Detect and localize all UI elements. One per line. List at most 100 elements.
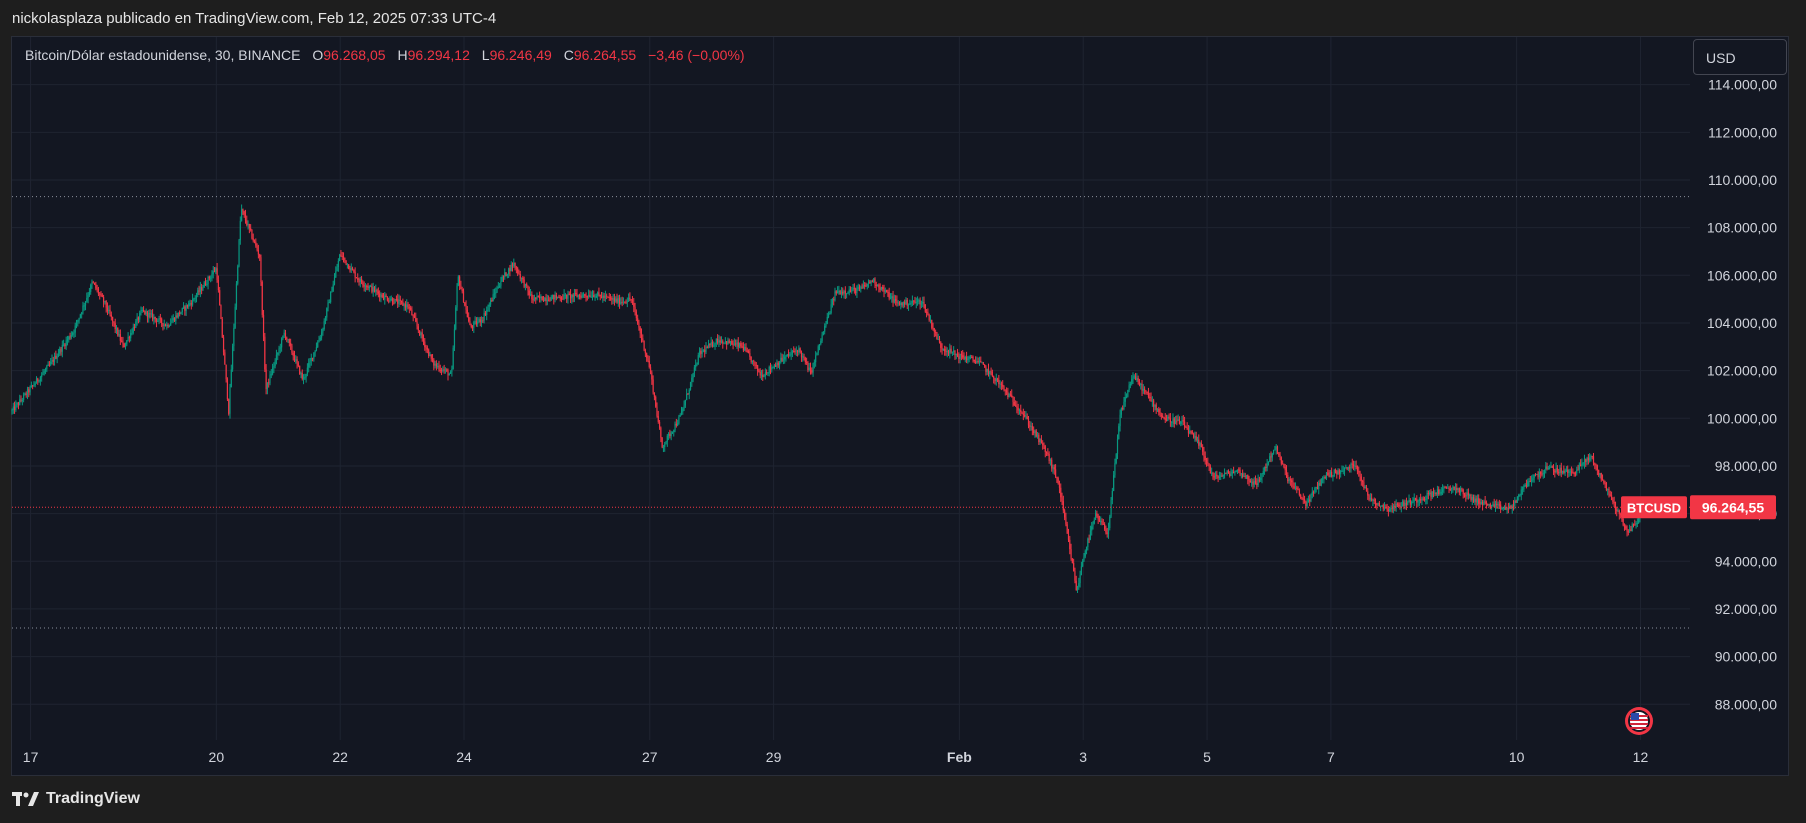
price-axis[interactable]: 88.000,0090.000,0092.000,0094.000,0096.0… (1707, 77, 1777, 713)
candle-body (644, 350, 646, 354)
candle-body (581, 294, 583, 298)
candle-body (603, 295, 605, 298)
candle-body (938, 339, 941, 343)
candle-body (483, 313, 485, 321)
candle-body (1211, 472, 1213, 474)
candle-body (253, 240, 256, 242)
candle-body (653, 392, 656, 397)
candle-body (357, 278, 359, 280)
candle-body (981, 362, 983, 364)
chart-pane[interactable] (11, 36, 1789, 776)
candle-body (620, 301, 622, 305)
candle-body (382, 297, 385, 300)
candle-body (568, 293, 570, 295)
candle-body (1202, 447, 1204, 452)
candle-body (882, 287, 884, 290)
candle-body (1519, 494, 1521, 496)
candle-body (1338, 470, 1340, 474)
candle-body (1015, 405, 1017, 407)
candle-body (889, 298, 892, 300)
candle-body (982, 362, 984, 365)
candle-body (1048, 454, 1050, 461)
candle-body (1503, 507, 1506, 509)
candle-body (1274, 449, 1276, 451)
candle-body (1604, 482, 1606, 484)
close-value: 96.264,55 (573, 47, 637, 63)
candle-body (802, 356, 804, 358)
candle-body (1171, 421, 1173, 423)
candle-body (617, 298, 619, 303)
candle-body (1343, 468, 1346, 471)
candle-body (37, 378, 39, 382)
candle-body (127, 337, 129, 341)
candle-body (1510, 506, 1512, 509)
candle-body (817, 346, 819, 353)
candle-body (822, 331, 824, 335)
candle-body (576, 294, 578, 297)
footer-brand[interactable]: TradingView (12, 790, 140, 808)
candle-body (97, 289, 100, 294)
candle-body (1223, 472, 1226, 476)
candle-body (424, 341, 426, 348)
candle-body (1318, 482, 1320, 490)
candle-body (931, 320, 933, 328)
candle-body (1350, 463, 1352, 469)
candle-body (833, 299, 835, 301)
candle-body (349, 268, 351, 271)
candle-body (956, 353, 959, 357)
candle-body (1327, 472, 1329, 475)
candle-body (104, 300, 106, 303)
candle-body (459, 276, 461, 286)
candle-body (203, 282, 205, 288)
candle-body (1336, 471, 1338, 475)
candle-body (510, 264, 512, 272)
candle-body (1031, 425, 1033, 431)
candle-body (66, 339, 69, 341)
candle-body (391, 298, 394, 303)
candle-body (764, 372, 766, 377)
candle-body (1489, 503, 1491, 509)
candle-body (706, 347, 708, 349)
candle-body (1577, 469, 1579, 471)
candle-body (314, 350, 316, 353)
us-flag-icon[interactable] (1624, 706, 1654, 736)
candle-body (1194, 436, 1196, 438)
candle-body (1145, 390, 1147, 392)
candle-body (733, 343, 735, 345)
candle-body (206, 284, 208, 286)
candle-body (1555, 468, 1557, 473)
candle-body (172, 317, 174, 321)
candle-body (95, 284, 97, 289)
candle-body (520, 277, 523, 279)
candle-body (1627, 531, 1629, 533)
candle-body (1073, 562, 1075, 571)
currency-button[interactable]: USD (1693, 39, 1787, 75)
candle-body (1355, 465, 1357, 467)
candle-body (793, 351, 795, 353)
candle-body (1233, 471, 1235, 474)
candle-body (451, 369, 453, 373)
candle-body (907, 304, 910, 306)
candle-body (19, 399, 21, 405)
candle-body (244, 214, 247, 221)
candle-body (1434, 492, 1436, 494)
candle-body (600, 296, 603, 299)
candle-body (935, 331, 937, 333)
candle-body (417, 326, 419, 331)
time-axis[interactable]: 17 20 22 24 27 29 Feb 3 5 7 10 12 (23, 749, 1649, 765)
candle-body (1587, 457, 1589, 461)
candle-body (1552, 467, 1555, 471)
candles (11, 204, 1647, 594)
candle-body (337, 260, 339, 268)
y-tick-label: 90.000,00 (1715, 649, 1777, 665)
candle-body (865, 285, 867, 287)
candle-body (652, 379, 654, 393)
candle-body (1189, 430, 1191, 434)
candle-body (56, 355, 58, 359)
symbol-description[interactable]: Bitcoin/Dólar estadounidense, 30, BINANC… (25, 47, 301, 63)
candle-body (925, 311, 928, 313)
candle-body (1225, 472, 1227, 474)
candle-body (749, 353, 751, 357)
candle-body (727, 340, 729, 345)
